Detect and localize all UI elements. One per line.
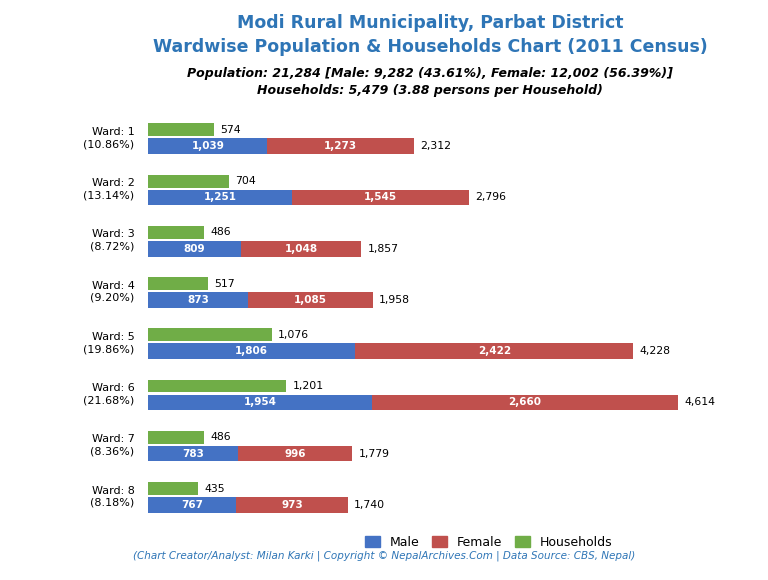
Text: 1,085: 1,085 <box>294 295 327 305</box>
Text: 4,614: 4,614 <box>684 397 715 407</box>
Text: 517: 517 <box>214 278 234 289</box>
Bar <box>148 446 238 462</box>
Text: 1,201: 1,201 <box>293 381 323 391</box>
Text: 1,076: 1,076 <box>278 330 309 340</box>
Text: 1,954: 1,954 <box>243 397 276 407</box>
Bar <box>148 497 237 513</box>
Bar <box>356 343 634 359</box>
Text: (Chart Creator/Analyst: Milan Karki | Copyright © NepalArchives.Com | Data Sourc: (Chart Creator/Analyst: Milan Karki | Co… <box>133 551 635 561</box>
Bar <box>148 380 286 393</box>
Text: 809: 809 <box>184 244 205 253</box>
Text: 973: 973 <box>281 500 303 510</box>
Text: 2,660: 2,660 <box>508 397 541 407</box>
Text: Ward: 2
(13.14%): Ward: 2 (13.14%) <box>83 178 134 201</box>
Bar <box>237 497 348 513</box>
Bar <box>148 394 372 410</box>
Bar <box>148 431 204 444</box>
Bar <box>372 394 677 410</box>
Text: Ward: 1
(10.86%): Ward: 1 (10.86%) <box>83 127 134 149</box>
Bar <box>148 328 272 341</box>
Text: Ward: 3
(8.72%): Ward: 3 (8.72%) <box>90 229 134 252</box>
Bar <box>148 277 207 290</box>
Bar <box>292 190 469 205</box>
Text: 1,039: 1,039 <box>191 141 224 151</box>
Text: 1,857: 1,857 <box>368 244 399 253</box>
Text: 1,779: 1,779 <box>359 449 389 459</box>
Text: Wardwise Population & Households Chart (2011 Census): Wardwise Population & Households Chart (… <box>153 38 707 56</box>
Bar <box>238 446 353 462</box>
Text: 1,545: 1,545 <box>364 193 397 202</box>
Bar <box>148 241 241 256</box>
Text: 435: 435 <box>204 484 225 494</box>
Text: Modi Rural Municipality, Parbat District: Modi Rural Municipality, Parbat District <box>237 14 624 32</box>
Text: 1,273: 1,273 <box>324 141 357 151</box>
Text: 486: 486 <box>210 227 231 237</box>
Bar <box>148 124 214 136</box>
Text: Population: 21,284 [Male: 9,282 (43.61%), Female: 12,002 (56.39%)]: Population: 21,284 [Male: 9,282 (43.61%)… <box>187 67 673 79</box>
Text: 704: 704 <box>235 176 256 186</box>
Text: 1,048: 1,048 <box>285 244 318 253</box>
Bar <box>248 292 373 308</box>
Bar <box>148 292 248 308</box>
Text: 1,958: 1,958 <box>379 295 410 305</box>
Text: Ward: 4
(9.20%): Ward: 4 (9.20%) <box>90 281 134 303</box>
Text: 2,422: 2,422 <box>478 346 511 356</box>
Legend: Male, Female, Households: Male, Female, Households <box>359 531 617 554</box>
Text: Ward: 5
(19.86%): Ward: 5 (19.86%) <box>83 332 134 354</box>
Text: 873: 873 <box>187 295 209 305</box>
Bar <box>148 139 267 154</box>
Bar <box>241 241 361 256</box>
Text: 1,740: 1,740 <box>354 500 386 510</box>
Text: 996: 996 <box>284 449 306 459</box>
Text: 783: 783 <box>182 449 204 459</box>
Text: 4,228: 4,228 <box>640 346 670 356</box>
Text: Ward: 8
(8.18%): Ward: 8 (8.18%) <box>90 485 134 508</box>
Text: Ward: 7
(8.36%): Ward: 7 (8.36%) <box>91 434 134 456</box>
Bar <box>148 343 356 359</box>
Text: 2,796: 2,796 <box>475 193 506 202</box>
Bar <box>267 139 413 154</box>
Bar <box>148 190 292 205</box>
Text: Ward: 6
(21.68%): Ward: 6 (21.68%) <box>83 383 134 405</box>
Bar <box>148 482 198 495</box>
Bar <box>148 175 229 187</box>
Text: 1,251: 1,251 <box>204 193 237 202</box>
Text: 2,312: 2,312 <box>420 141 451 151</box>
Text: Households: 5,479 (3.88 persons per Household): Households: 5,479 (3.88 persons per Hous… <box>257 84 603 97</box>
Bar <box>148 226 204 239</box>
Text: 1,806: 1,806 <box>235 346 268 356</box>
Text: 486: 486 <box>210 432 231 443</box>
Text: 767: 767 <box>181 500 204 510</box>
Text: 574: 574 <box>220 125 241 135</box>
